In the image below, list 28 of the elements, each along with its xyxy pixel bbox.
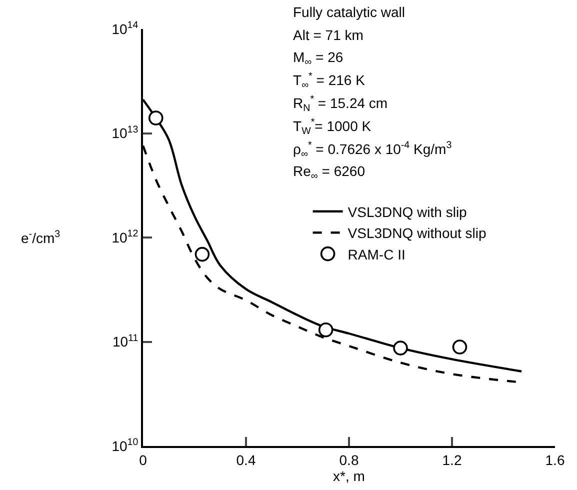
legend-label: RAM-C II [348, 246, 406, 262]
y-tick-label: 10$^{10}$ [112, 437, 139, 454]
annotation: T$_{∞}$$^{*}$ = 216 K [293, 71, 366, 91]
point [194, 246, 210, 262]
annotation: T$_{W}$$^{*}$= 1000 K [293, 117, 372, 137]
x-tick-label: 1.6 [545, 452, 565, 468]
y-tick-label: 10$^{13}$ [112, 124, 139, 142]
legend-label: VSL3DNQ with slip [348, 204, 468, 220]
legend-label: VSL3DNQ without slip [348, 225, 487, 242]
point [318, 322, 334, 338]
annotation: M$_{∞}$ = 26 [293, 49, 344, 68]
point [148, 110, 164, 126]
point [452, 340, 468, 354]
y-tick-label: 10$^{12}$ [112, 228, 138, 246]
annotation: Re$_{∞}$ = 6260 [293, 163, 366, 182]
x-tick-label: 0.4 [236, 452, 256, 468]
y-tick-label: 10$^{11}$ [112, 332, 138, 350]
x-axis-title: x*, m [333, 468, 365, 484]
text: Fully catalytic wall [293, 4, 406, 20]
x-tick-label: 0.8 [339, 452, 359, 468]
x-tick-label: 1.2 [442, 452, 462, 468]
point [393, 340, 408, 356]
y-tick-label: 10$^{14}$ [112, 20, 139, 37]
y-axis-title: e$^{-}$/cm$^{3}$ [21, 229, 61, 246]
annotation: R$_{N}$$^{*}$ = 15.24 cm [293, 94, 388, 114]
annotation: Alt = 71 km [293, 27, 364, 43]
annotation: ρ$_{∞}$$^{*}$ = 0.7626 x 10$^{-4}$ Kg/m$^{3}$ [293, 140, 452, 160]
x-tick-label: 0 [139, 452, 148, 468]
